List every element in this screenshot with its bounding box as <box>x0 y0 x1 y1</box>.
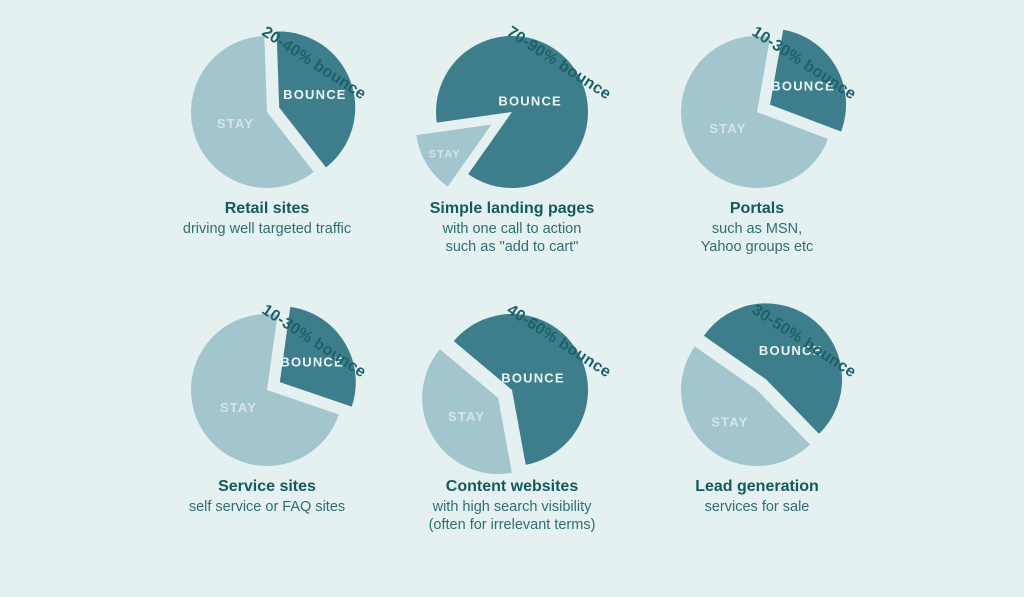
pie-chart-simple-landing-pages: 70-90% bounce STAY BOUNCE Simple landing … <box>390 12 635 290</box>
slice-label-stay: STAY <box>220 400 257 415</box>
pie-retail-sites: STAY BOUNCE <box>190 31 356 189</box>
chart-subtitle: driving well targeted traffic <box>182 221 352 238</box>
pie-chart-service-sites: 10-30% bounce STAY BOUNCE Service sites s… <box>145 290 390 568</box>
chart-title: Portals <box>729 200 785 217</box>
pie-portals: STAY BOUNCE <box>681 29 847 188</box>
slice-label-stay: STAY <box>448 409 485 424</box>
slice-label-stay: STAY <box>709 121 746 136</box>
slice-label-bounce: BOUNCE <box>280 355 344 370</box>
slice-label-bounce: BOUNCE <box>759 343 823 358</box>
pie-slice-stay <box>422 349 512 475</box>
chart-title: Service sites <box>218 478 316 495</box>
pie-slice-bounce <box>770 29 847 132</box>
pie-slice-stay <box>681 35 829 188</box>
pie-service-sites: STAY BOUNCE <box>191 306 356 467</box>
pie-slice-stay <box>191 314 339 467</box>
slice-label-bounce: BOUNCE <box>498 93 562 108</box>
pie-slice-stay <box>190 36 314 189</box>
pie-simple-landing-pages: STAY BOUNCE <box>416 35 588 188</box>
pie-chart-retail-sites: 20-40% bounce STAY BOUNCE Retail sites dr… <box>145 12 390 290</box>
pie-chart-portals: 10-30% bounce STAY BOUNCE Portals such as… <box>635 12 880 290</box>
slice-label-stay: STAY <box>429 149 461 161</box>
chart-subtitle: services for sale <box>704 499 810 516</box>
pie-lead-generation: STAY BOUNCE <box>680 303 843 467</box>
slice-label-bounce: BOUNCE <box>283 87 347 102</box>
pie-chart-content-websites: 40-60% bounce STAY BOUNCE Content website… <box>390 290 635 568</box>
slice-label-bounce: BOUNCE <box>771 78 835 93</box>
bounce-rate-infographic: 20-40% bounce STAY BOUNCE Retail sites dr… <box>145 12 880 568</box>
chart-title: Lead generation <box>695 478 819 495</box>
chart-subtitle: such as MSN, Yahoo groups etc <box>700 221 814 256</box>
pie-slice-bounce <box>435 35 588 188</box>
chart-subtitle: with one call to action such as "add to … <box>442 221 582 256</box>
slice-label-stay: STAY <box>711 414 748 429</box>
chart-subtitle: self service or FAQ sites <box>188 499 346 516</box>
pie-slice-stay <box>416 124 492 187</box>
chart-title: Retail sites <box>224 200 310 217</box>
pie-content-websites: STAY BOUNCE <box>422 313 589 475</box>
chart-title: Simple landing pages <box>429 200 595 217</box>
pie-chart-lead-generation: 30-50% bounce STAY BOUNCE Lead generation… <box>635 290 880 568</box>
pie-slice-bounce <box>703 303 843 434</box>
pie-slice-bounce <box>276 31 356 168</box>
slice-label-stay: STAY <box>217 116 254 131</box>
chart-subtitle: with high search visibility (often for i… <box>428 499 596 534</box>
chart-title: Content websites <box>445 478 579 495</box>
slice-label-bounce: BOUNCE <box>501 370 565 385</box>
pie-slice-bounce <box>279 306 356 407</box>
pie-slice-stay <box>680 346 810 467</box>
pie-slice-bounce <box>453 313 589 465</box>
